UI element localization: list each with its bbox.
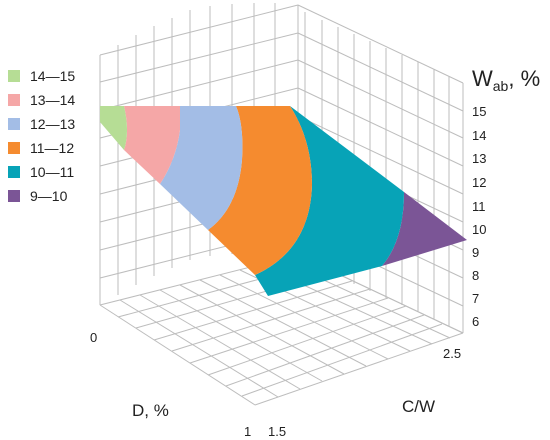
legend-swatch xyxy=(8,190,20,202)
legend-item: 14—15 xyxy=(8,68,75,84)
legend-swatch xyxy=(8,94,20,106)
z-title-sub: ab xyxy=(493,78,509,94)
z-tick-label: 13 xyxy=(472,151,486,166)
legend-label: 10—11 xyxy=(30,164,74,180)
z-tick-label: 8 xyxy=(472,268,479,283)
z-axis-title: Wab, % xyxy=(472,66,540,94)
y-axis-title: D, % xyxy=(132,401,169,420)
legend-swatch xyxy=(8,118,20,130)
z-title-suffix: , % xyxy=(508,66,540,91)
z-tick-label: 15 xyxy=(472,104,486,119)
band-11-12 xyxy=(208,106,312,275)
z-tick-label: 6 xyxy=(472,314,479,329)
z-axis: 15 14 13 12 11 10 9 8 7 6 Wab, % xyxy=(472,66,540,329)
x-axis: 1.5 2.5 C/W xyxy=(268,346,461,439)
band-9-10 xyxy=(382,192,467,266)
z-tick-label: 7 xyxy=(472,291,479,306)
z-tick-label: 11 xyxy=(472,199,486,214)
band-12-13 xyxy=(160,106,243,230)
band-13-14 xyxy=(124,106,180,184)
surface xyxy=(100,106,467,296)
y-axis: 0 1 D, % xyxy=(90,330,251,439)
band-10-11 xyxy=(255,106,404,296)
legend-label: 9—10 xyxy=(30,188,68,204)
legend-item: 13—14 xyxy=(8,92,75,108)
x-axis-title: C/W xyxy=(402,397,435,416)
x-tick-label: 1.5 xyxy=(268,424,286,439)
legend-swatch xyxy=(8,166,20,178)
legend-item: 11—12 xyxy=(8,140,74,156)
z-tick-label: 14 xyxy=(472,128,486,143)
legend-swatch xyxy=(8,70,20,82)
z-tick-label: 9 xyxy=(472,245,479,260)
x-tick-label: 2.5 xyxy=(443,346,461,361)
y-tick-label: 1 xyxy=(244,424,251,439)
legend-label: 11—12 xyxy=(30,140,74,156)
z-title-main: W xyxy=(472,66,493,91)
z-tick-label: 10 xyxy=(472,222,486,237)
legend-label: 14—15 xyxy=(30,68,75,84)
legend-label: 12—13 xyxy=(30,116,75,132)
legend-label: 13—14 xyxy=(30,92,75,108)
y-tick-label: 0 xyxy=(90,330,97,345)
legend: 14—15 13—14 12—13 11—12 10—11 9—10 xyxy=(8,68,75,204)
legend-item: 10—11 xyxy=(8,164,74,180)
band-14-15 xyxy=(100,106,127,150)
legend-item: 9—10 xyxy=(8,188,68,204)
z-tick-label: 12 xyxy=(472,175,486,190)
legend-swatch xyxy=(8,142,20,154)
legend-item: 12—13 xyxy=(8,116,75,132)
